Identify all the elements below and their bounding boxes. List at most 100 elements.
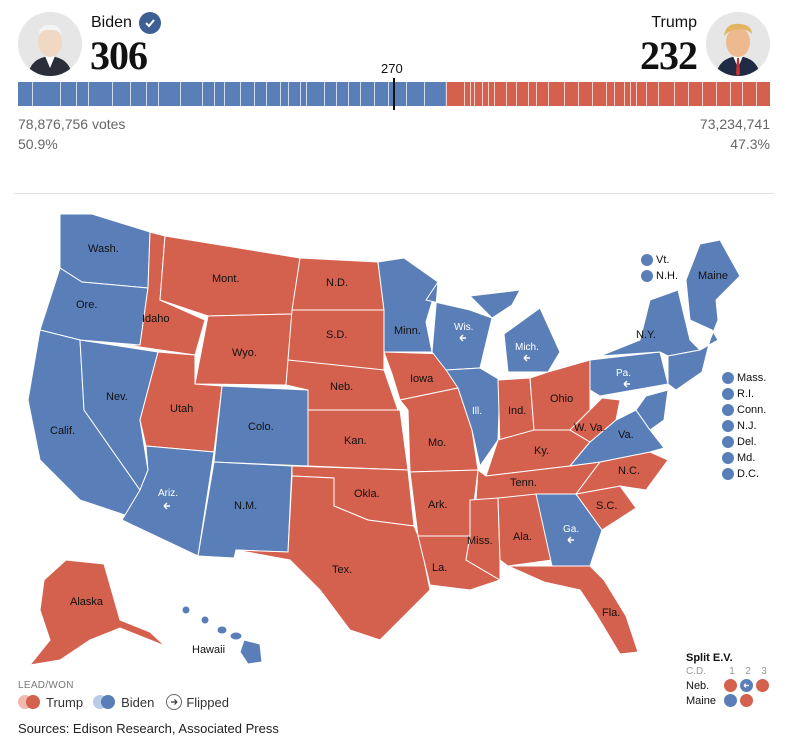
label-idaho: Idaho — [142, 313, 170, 325]
label-nc: N.C. — [618, 465, 640, 477]
state-minn — [377, 257, 439, 353]
bar-separator — [578, 82, 579, 106]
bar-separator — [536, 82, 537, 106]
legend-flipped-label: Flipped — [186, 694, 229, 710]
label-ga: Ga. — [563, 524, 579, 535]
legend-trump-label: Trump — [46, 694, 84, 710]
label-utah: Utah — [170, 403, 193, 415]
label-ark: Ark. — [428, 499, 448, 511]
state-hawaii — [181, 605, 263, 665]
state-ne-blue — [667, 239, 741, 391]
trump-pct: 47.3% — [730, 136, 770, 152]
biden-ev: 306 — [90, 33, 148, 78]
bar-separator — [76, 82, 77, 106]
legend-biden-label: Biden — [121, 694, 155, 710]
label-ore: Ore. — [76, 299, 97, 311]
label-ky: Ky. — [534, 445, 549, 457]
label-la: La. — [432, 562, 447, 574]
bar-separator — [548, 82, 549, 106]
label-alaska: Alaska — [70, 596, 104, 608]
bar-separator — [688, 82, 689, 106]
biden-name: Biden — [91, 14, 132, 31]
small-state-nj: N.J. — [722, 418, 766, 434]
bar-separator — [324, 82, 325, 106]
bar-separator — [88, 82, 89, 106]
bar-separator — [636, 82, 637, 106]
bar-separator — [674, 82, 675, 106]
label-ala: Ala. — [513, 531, 532, 543]
state-ny — [599, 289, 702, 357]
state-ill — [445, 367, 501, 468]
label-wis: Wis. — [454, 322, 473, 333]
bar-separator — [528, 82, 529, 106]
label-mo: Mo. — [428, 437, 446, 449]
bar-separator — [488, 82, 489, 106]
label-wash: Wash. — [88, 243, 119, 255]
legend-trump-icon — [18, 694, 42, 710]
state-mich — [468, 289, 561, 373]
bar-separator — [406, 82, 407, 106]
bar-separator — [300, 82, 301, 106]
bar-separator — [130, 82, 131, 106]
label-ind: Ind. — [508, 405, 526, 417]
state-tex — [235, 475, 431, 641]
bar-separator — [180, 82, 181, 106]
biden-avatar — [18, 12, 82, 76]
label-neb: Neb. — [330, 381, 353, 393]
bar-separator — [254, 82, 255, 106]
bar-separator — [374, 82, 375, 106]
bar-separator — [288, 82, 289, 106]
state-ariz — [121, 445, 215, 557]
label-va: Va. — [618, 429, 634, 441]
threshold-marker — [393, 78, 395, 110]
legend: Trump Biden Flipped — [18, 694, 229, 710]
legend-title: LEAD/WON — [18, 680, 74, 691]
small-state-conn: Conn. — [722, 402, 766, 418]
bar-separator — [306, 82, 307, 106]
bar-separator — [424, 82, 425, 106]
bar-separator — [32, 82, 33, 106]
label-miss: Miss. — [467, 535, 493, 547]
split-ev-neb: Neb. — [686, 679, 782, 692]
label-nev: Nev. — [106, 391, 128, 403]
bar-separator — [280, 82, 281, 106]
biden-votes: 78,876,756 votes — [18, 116, 126, 132]
bar-separator — [348, 82, 349, 106]
bar-separator — [360, 82, 361, 106]
trump-avatar — [706, 12, 770, 76]
trump-votes: 73,234,741 — [699, 116, 770, 132]
bar-separator — [516, 82, 517, 106]
bar-separator — [336, 82, 337, 106]
bar-separator — [482, 82, 483, 106]
small-state-ri: R.I. — [722, 386, 766, 402]
label-ariz: Ariz. — [158, 488, 178, 499]
small-state-mass: Mass. — [722, 370, 766, 386]
section-divider — [14, 193, 774, 194]
bar-separator — [158, 82, 159, 106]
split-ev-maine: Maine — [686, 694, 782, 707]
label-mich: Mich. — [515, 342, 539, 353]
winner-check-icon — [139, 12, 161, 34]
small-state-md: Md. — [722, 450, 766, 466]
electoral-vote-bar — [18, 82, 770, 106]
bar-separator — [592, 82, 593, 106]
small-states-right: Mass. R.I. Conn. N.J. Del. Md. D.C. — [722, 370, 766, 482]
flipped-icon — [166, 694, 183, 710]
label-okla: Okla. — [354, 488, 380, 500]
bar-separator — [702, 82, 703, 106]
bar-separator — [474, 82, 475, 106]
bar-separator — [446, 82, 447, 106]
bar-separator — [564, 82, 565, 106]
label-fla: Fla. — [602, 607, 620, 619]
label-ny: N.Y. — [636, 329, 656, 341]
state-fla — [507, 565, 639, 655]
label-ill: Ill. — [472, 406, 482, 417]
label-calif: Calif. — [50, 425, 75, 437]
bar-separator — [614, 82, 615, 106]
bar-separator — [60, 82, 61, 106]
label-wva: W. Va. — [574, 422, 606, 434]
state-ga — [535, 493, 603, 567]
biden-pct: 50.9% — [18, 136, 58, 152]
small-state-nh: N.H. — [641, 268, 678, 284]
label-nd: N.D. — [326, 277, 348, 289]
